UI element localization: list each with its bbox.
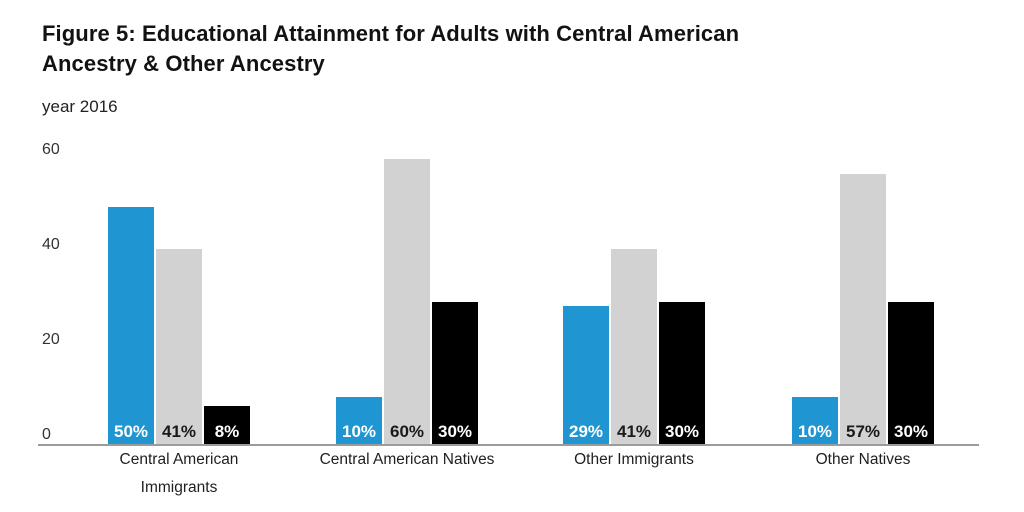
bar-value-label: 10% bbox=[341, 422, 377, 441]
bar-other-natives-series-3-black: 30% bbox=[888, 302, 934, 444]
bar-other-natives-series-2-gray: 57% bbox=[840, 174, 886, 444]
y-axis-tick-label: 20 bbox=[42, 331, 60, 349]
bar-value-label: 50% bbox=[113, 422, 149, 441]
bar-central-american-immigrants-series-1-blue: 50% bbox=[108, 207, 154, 444]
bar-other-immigrants-series-2-gray: 41% bbox=[611, 249, 657, 444]
bar-other-immigrants-series-1-blue: 29% bbox=[563, 306, 609, 444]
bar-other-natives-series-1-blue: 10% bbox=[792, 397, 838, 444]
bar-value-label: 41% bbox=[161, 422, 197, 441]
x-axis-line bbox=[38, 444, 979, 446]
x-axis-category-label-central-american-immigrants: Central American Immigrants bbox=[119, 451, 239, 496]
y-axis-tick-label: 40 bbox=[42, 236, 60, 254]
bar-value-label: 30% bbox=[893, 422, 929, 441]
bar-central-american-natives-series-2-gray: 60% bbox=[384, 159, 430, 444]
bar-central-american-natives-series-1-blue: 10% bbox=[336, 397, 382, 444]
bar-value-label: 8% bbox=[214, 422, 240, 441]
chart-title: Figure 5: Educational Attainment for Adu… bbox=[42, 21, 740, 76]
bar-central-american-natives-series-3-black: 30% bbox=[432, 302, 478, 444]
y-axis-tick-label: 60 bbox=[42, 141, 60, 159]
x-axis-category-label-central-american-natives: Central American Natives bbox=[319, 451, 495, 468]
bar-other-immigrants-series-3-black: 30% bbox=[659, 302, 705, 444]
bar-value-label: 57% bbox=[845, 422, 881, 441]
bar-value-label: 29% bbox=[568, 422, 604, 441]
bar-value-label: 30% bbox=[437, 422, 473, 441]
y-axis-tick-label: 0 bbox=[42, 426, 51, 443]
bar-central-american-immigrants-series-3-black: 8% bbox=[204, 406, 250, 444]
bar-value-label: 60% bbox=[389, 422, 425, 441]
x-axis-category-label-other-immigrants: Other Immigrants bbox=[574, 451, 694, 468]
bar-value-label: 30% bbox=[664, 422, 700, 441]
x-axis-category-label-other-natives: Other Natives bbox=[815, 451, 911, 468]
bar-value-label: 41% bbox=[616, 422, 652, 441]
chart-subtitle: year 2016 bbox=[42, 97, 118, 116]
bar-value-label: 10% bbox=[797, 422, 833, 441]
bar-central-american-immigrants-series-2-gray: 41% bbox=[156, 249, 202, 444]
